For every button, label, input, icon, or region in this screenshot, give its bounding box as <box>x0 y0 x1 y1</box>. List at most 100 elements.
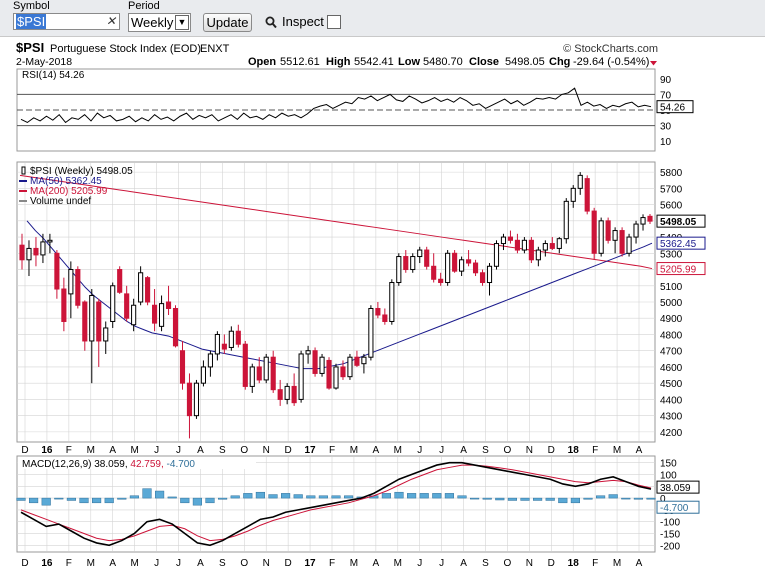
candle-body <box>61 288 67 322</box>
candle-body <box>312 350 318 374</box>
candle-body <box>19 244 25 261</box>
macd-hist-bar <box>92 497 102 504</box>
x-tick-label: F <box>329 445 335 456</box>
candle-body <box>424 249 430 267</box>
macd-hist-bar <box>533 497 543 501</box>
macd-hist-bar <box>444 493 454 499</box>
price-tick-label: 4800 <box>660 330 683 341</box>
macd-hist-bar <box>306 495 316 499</box>
x-tick-label-bottom: O <box>240 558 248 569</box>
macd-hist-bar <box>646 497 656 500</box>
x-tick-label-bottom: A <box>460 558 467 569</box>
candle-body <box>570 187 576 202</box>
macd-hist-bar <box>407 493 417 499</box>
candle-body <box>221 343 227 350</box>
x-tick-label-bottom: M <box>350 558 358 569</box>
macd-hist-bar <box>381 493 391 499</box>
x-axis: DD1616FFMMAAMMJJJJAASSOONNDD1717FFMMAAMM… <box>21 445 642 569</box>
low-value: 5480.70 <box>423 56 463 68</box>
clear-icon[interactable]: ✕ <box>105 14 116 28</box>
price-tick-label: 4300 <box>660 412 683 423</box>
x-tick-label-bottom: 18 <box>568 558 580 569</box>
chg-value: -29.64 (-0.54%) <box>573 56 649 68</box>
ma200-value-label-box <box>656 262 706 276</box>
candle-body <box>605 220 611 241</box>
macd-hist-bar <box>155 490 165 499</box>
x-tick-label: A <box>197 445 204 456</box>
macd-value-label-box <box>656 480 700 494</box>
x-tick-label: A <box>109 445 116 456</box>
candle-body <box>75 269 81 306</box>
candle-body <box>382 314 388 322</box>
candle-body <box>486 265 493 284</box>
copyright: © StockCharts.com <box>563 43 658 55</box>
x-tick-label-bottom: M <box>613 558 621 569</box>
high-value: 5542.41 <box>354 56 394 68</box>
macd-hist-bar <box>608 494 618 499</box>
hist-value-label-box <box>656 500 700 514</box>
period-select[interactable]: Weekly ▼ <box>128 13 191 32</box>
x-tick-label: D <box>285 445 292 456</box>
x-tick-label: J <box>417 445 422 456</box>
macd-hist-bar <box>558 497 568 504</box>
price-tick-label: 5300 <box>660 249 683 260</box>
candle-body <box>535 249 541 261</box>
x-tick-label-bottom: J <box>176 558 181 569</box>
candle-body <box>200 366 206 384</box>
x-tick-label: J <box>439 445 444 456</box>
inspect-checkbox[interactable] <box>327 15 341 29</box>
open-label: Open <box>248 56 276 68</box>
inspect-label: Inspect <box>282 14 324 29</box>
candle-body <box>228 330 234 348</box>
macd-hist-bar <box>520 497 530 501</box>
macd-hist-bar <box>104 497 114 504</box>
rsi-value-label-box <box>656 100 694 114</box>
price-tick-label: 5800 <box>660 168 683 179</box>
candle-body <box>172 307 179 347</box>
candle-body <box>263 356 269 381</box>
candle-body <box>647 215 653 222</box>
price-tick-label: 4200 <box>660 428 683 439</box>
macd-hist-bar <box>29 497 39 504</box>
high-label: High <box>326 56 351 68</box>
x-tick-label: M <box>613 445 621 456</box>
x-tick-label-bottom: J <box>439 558 444 569</box>
macd-tick-label: -150 <box>660 529 680 540</box>
close-value-label: 5498.05 <box>660 217 697 228</box>
macd-hist-bar <box>41 497 51 506</box>
update-button[interactable]: Update <box>203 13 252 32</box>
candle-body <box>207 353 213 368</box>
price-tick-label: 5600 <box>660 201 683 212</box>
macd-legend-hist: -4.700 <box>167 459 196 470</box>
candle-body <box>521 239 527 251</box>
macd-hist-bar <box>570 497 580 504</box>
candle-body <box>368 307 374 358</box>
x-tick-label: 16 <box>41 445 53 456</box>
search-icon <box>265 16 277 29</box>
candle-body <box>117 269 123 293</box>
candle-body <box>375 307 381 316</box>
candle-body <box>54 252 60 290</box>
candle-body <box>598 220 604 254</box>
candle-body <box>214 333 220 355</box>
x-tick-label: D <box>21 445 28 456</box>
candle-body <box>235 330 241 345</box>
macd-hist-bar <box>79 497 89 504</box>
price-tick-label: 4500 <box>660 379 683 390</box>
macd-hist-bar <box>344 495 354 499</box>
price-legend-entry: Volume undef <box>30 196 91 207</box>
candle-body <box>96 301 102 342</box>
ma50-value-label-box <box>656 236 706 250</box>
x-tick-label: S <box>219 445 226 456</box>
symbol-input[interactable]: $PSI ✕ <box>13 13 120 30</box>
macd-hist-bar <box>394 491 404 499</box>
x-tick-label-bottom: A <box>109 558 116 569</box>
x-tick-label-bottom: 17 <box>305 558 317 569</box>
candle-body <box>563 200 569 240</box>
x-tick-label: F <box>66 445 72 456</box>
macd-hist-bar <box>129 495 139 499</box>
candle-body <box>452 252 458 272</box>
macd-hist-bar <box>281 493 291 499</box>
x-tick-label-bottom: A <box>373 558 380 569</box>
